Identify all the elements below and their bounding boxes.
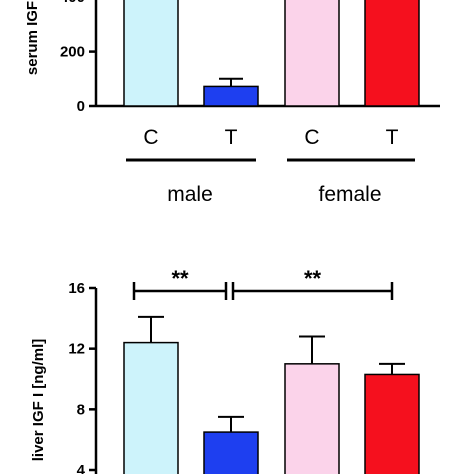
category-label: C: [304, 126, 319, 149]
group-label-female: female: [318, 183, 381, 206]
category-label: T: [386, 126, 399, 149]
y-axis-label: serum IGF: [24, 1, 41, 75]
group-label-male: male: [167, 183, 213, 206]
bar: [203, 85, 259, 107]
bar: [203, 431, 259, 474]
y-tick-label: 8: [77, 401, 85, 418]
bar: [123, 341, 179, 474]
category-label: T: [225, 126, 238, 149]
category-label: C: [143, 126, 158, 149]
significance-label: **: [304, 266, 322, 291]
y-tick-label: 12: [68, 341, 85, 358]
bar: [364, 0, 420, 107]
y-tick-label: 200: [60, 44, 85, 61]
significance-label: **: [171, 266, 189, 291]
bar: [284, 363, 340, 474]
y-tick-label: 16: [68, 280, 85, 297]
y-axis-label: liver IGF I [ng/ml]: [30, 339, 47, 462]
y-tick-label: 400: [60, 0, 85, 6]
bottom-bar-chart: 4 8 12 16 ** ** liver IGF I [ng/ml]: [30, 266, 420, 474]
bar: [364, 373, 420, 474]
y-tick-label: 0: [77, 98, 85, 115]
y-tick-label: 4: [77, 462, 86, 474]
bar: [284, 0, 340, 107]
bar: [123, 0, 179, 107]
